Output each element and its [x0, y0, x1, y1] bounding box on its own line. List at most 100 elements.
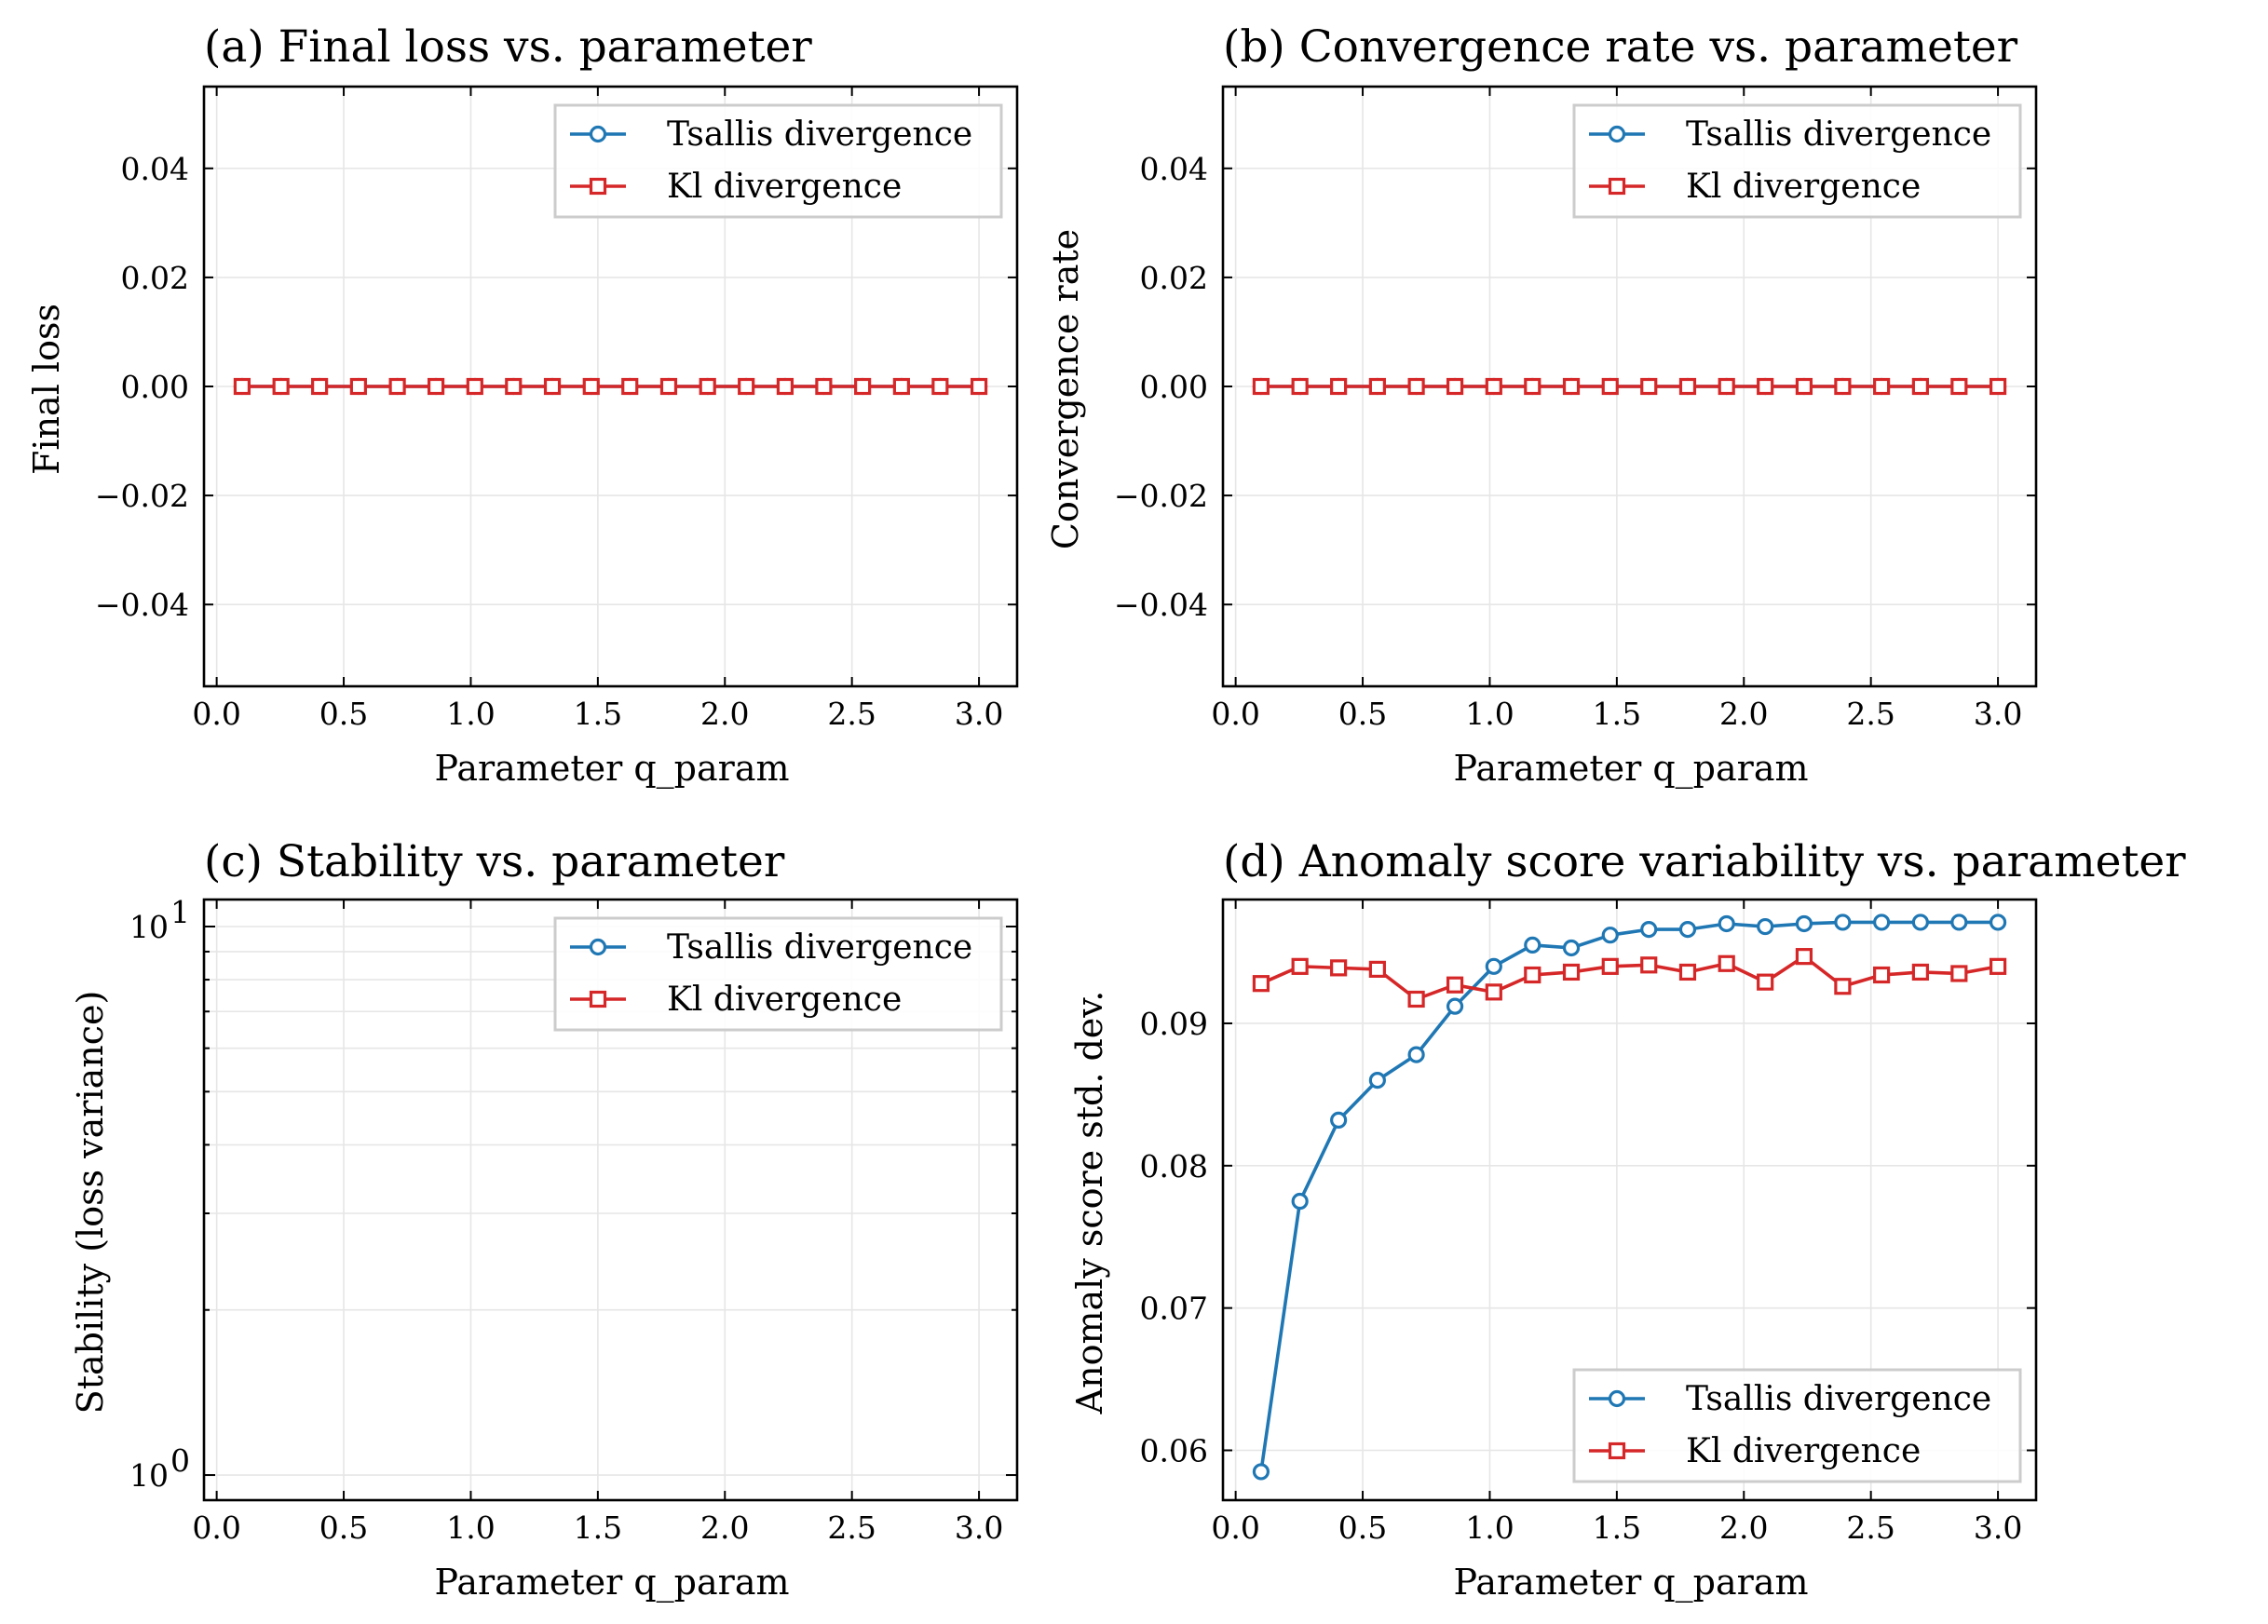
- data-point-square: [1718, 954, 1735, 972]
- legend: Tsallis divergence Kl divergence: [553, 103, 1003, 219]
- series-group: [233, 377, 988, 396]
- data-point-square: [1485, 377, 1502, 396]
- legend-label: Kl divergence: [667, 168, 902, 206]
- plot-frame: [202, 85, 1019, 688]
- data-point-square: [582, 377, 600, 396]
- data-point-square: [1330, 377, 1348, 396]
- x-tick-label: 1.5: [574, 696, 622, 732]
- legend-box: [553, 916, 1003, 1032]
- legend: Tsallis divergence Kl divergence: [1572, 103, 2022, 219]
- y-tick-label: 0.06: [1140, 1433, 1208, 1469]
- x-tick-label: 0.0: [192, 1509, 240, 1546]
- data-point-square: [1446, 377, 1464, 396]
- data-point-circle: [1678, 920, 1697, 939]
- data-point-square: [1834, 978, 1852, 995]
- series-kl: [1252, 948, 2007, 1008]
- x-tick-label: 2.0: [700, 696, 749, 732]
- data-point-square: [1252, 975, 1270, 993]
- data-point-circle: [1446, 997, 1464, 1015]
- data-point-square: [589, 990, 607, 1008]
- y-tick-label: −0.02: [95, 478, 189, 514]
- data-point-square: [1989, 957, 2007, 975]
- data-point-circle: [1524, 936, 1541, 954]
- data-point-circle: [1989, 914, 2007, 931]
- data-point-square: [931, 377, 949, 396]
- data-point-circle: [1911, 914, 1929, 931]
- legend-item: Kl divergence: [570, 981, 902, 1019]
- data-point-square: [659, 377, 678, 396]
- data-point-square: [1562, 377, 1581, 396]
- y-tick-label: −0.02: [1114, 478, 1208, 514]
- data-point-square: [1989, 377, 2007, 396]
- legend-item: Tsallis divergence: [1589, 115, 1991, 154]
- data-point-circle: [1950, 914, 1968, 931]
- y-tick-label: −0.04: [95, 587, 189, 623]
- x-axis-label: Parameter q_param: [434, 1562, 789, 1604]
- legend-label: Tsallis divergence: [1686, 115, 1991, 154]
- data-point-circle: [1485, 957, 1502, 975]
- data-point-square: [776, 377, 794, 396]
- x-tick-label: 2.5: [1846, 696, 1895, 732]
- data-point-circle: [1407, 1046, 1425, 1063]
- y-tick-label: −0.04: [1114, 587, 1208, 623]
- panel-title: (d) Anomaly score variability vs. parame…: [1223, 836, 2186, 887]
- panel-anomaly-score: (d) Anomaly score variability vs. parame…: [1069, 836, 2186, 1604]
- x-tick-label: 2.0: [1719, 1509, 1768, 1546]
- legend-item: Kl divergence: [1589, 168, 1921, 206]
- legend-label: Tsallis divergence: [667, 928, 972, 967]
- data-point-square: [1291, 957, 1309, 975]
- x-tick-label: 1.0: [1465, 696, 1514, 732]
- data-point-square: [589, 177, 607, 196]
- x-tick-label: 0.0: [192, 696, 240, 732]
- data-point-square: [1407, 990, 1425, 1008]
- x-tick-label: 0.5: [319, 1509, 368, 1546]
- data-point-circle: [1252, 1463, 1270, 1481]
- panel-final-loss: (a) Final loss vs. parameter Parameter q…: [26, 21, 1019, 790]
- legend-label: Kl divergence: [667, 981, 902, 1019]
- x-tick-label: 0.5: [319, 696, 368, 732]
- data-point-circle: [1834, 914, 1852, 931]
- y-tick-label: 10: [129, 1457, 169, 1494]
- data-point-square: [427, 377, 445, 396]
- data-point-square: [1608, 177, 1626, 196]
- x-tick-label: 0.5: [1338, 696, 1387, 732]
- x-tick-label: 1.5: [574, 1509, 622, 1546]
- data-point-circle: [1291, 1192, 1309, 1211]
- data-point-square: [1601, 957, 1619, 975]
- data-point-square: [1446, 976, 1464, 994]
- x-tick-label: 0.5: [1338, 1509, 1387, 1546]
- series-kl: [1252, 377, 2007, 396]
- legend-item: Kl divergence: [1589, 1432, 1921, 1470]
- legend-label: Tsallis divergence: [667, 115, 972, 154]
- data-point-square: [1252, 377, 1270, 396]
- data-point-square: [349, 377, 367, 396]
- panel-title: (a) Final loss vs. parameter: [204, 21, 812, 73]
- data-point-square: [1950, 965, 1968, 982]
- y-tick-label: 0.00: [121, 369, 189, 405]
- data-point-circle: [589, 125, 607, 143]
- data-point-square: [1291, 377, 1309, 396]
- data-point-square: [1640, 377, 1658, 396]
- data-point-square: [1718, 377, 1735, 396]
- y-tick-label: 0.07: [1140, 1291, 1208, 1327]
- data-point-square: [738, 377, 755, 396]
- x-tick-label: 2.5: [1846, 1509, 1895, 1546]
- x-tick-label: 1.5: [1593, 1509, 1641, 1546]
- axes: 0.0 0.5 1.0 1.5 2.0 2.5 3.0 0.09 0.08 0.07 0.06: [1140, 898, 2038, 1546]
- panel-convergence-rate: (b) Convergence rate vs. parameter Param…: [1045, 21, 2038, 790]
- series-group: [1252, 377, 2007, 396]
- data-point-square: [1485, 983, 1502, 1001]
- legend-label: Kl divergence: [1686, 1432, 1921, 1470]
- y-tick-label: 0.02: [1140, 260, 1208, 296]
- data-point-square: [1911, 963, 1929, 981]
- data-point-square: [1524, 377, 1541, 396]
- data-point-square: [892, 377, 910, 396]
- x-axis-label: Parameter q_param: [1453, 748, 1808, 790]
- x-tick-label: 1.0: [1465, 1509, 1514, 1546]
- x-tick-label: 3.0: [955, 1509, 1003, 1546]
- x-tick-label: 2.0: [1719, 696, 1768, 732]
- y-tick-label: 0.04: [1140, 151, 1208, 187]
- data-point-circle: [1608, 1389, 1626, 1408]
- data-point-square: [1678, 963, 1697, 981]
